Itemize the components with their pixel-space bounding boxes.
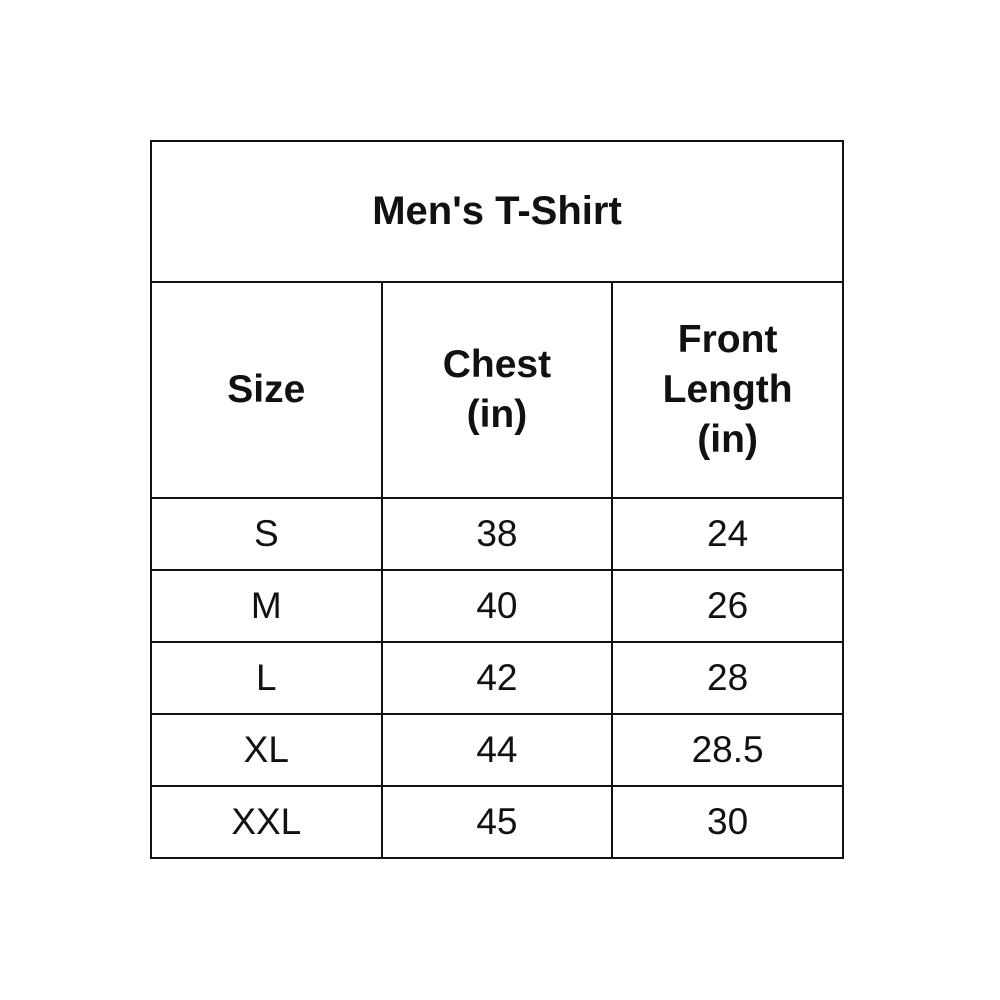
header-line: Chest <box>442 343 552 386</box>
cell-chest: 45 <box>380 785 614 859</box>
header-line: Length <box>662 368 793 411</box>
cell-front-length: 24 <box>611 497 844 571</box>
table-title: Men's T-Shirt <box>150 140 844 283</box>
cell-chest: 38 <box>380 497 614 571</box>
cell-size: XL <box>150 713 383 787</box>
table-row: M 40 26 <box>150 569 844 643</box>
cell-size: S <box>150 497 383 571</box>
header-line: (in) <box>697 418 758 461</box>
table-row: XL 44 28.5 <box>150 713 844 787</box>
size-chart-table: Men's T-Shirt Size Chest (in) Front Length… <box>150 140 844 859</box>
header-line: Size <box>227 368 306 411</box>
header-line: Front <box>677 318 778 361</box>
cell-front-length: 30 <box>611 785 844 859</box>
cell-chest: 42 <box>380 641 614 715</box>
cell-size: M <box>150 569 383 643</box>
header-line: (in) <box>466 393 528 436</box>
cell-chest: 40 <box>380 569 614 643</box>
cell-front-length: 26 <box>611 569 844 643</box>
header-row: Size Chest (in) Front Length (in) <box>150 281 844 499</box>
cell-chest: 44 <box>380 713 614 787</box>
header-front-length: Front Length (in) <box>611 281 844 499</box>
header-chest: Chest (in) <box>380 281 614 499</box>
cell-front-length: 28.5 <box>611 713 844 787</box>
table-row: XXL 45 30 <box>150 785 844 859</box>
cell-size: L <box>150 641 383 715</box>
header-size: Size <box>150 281 383 499</box>
cell-front-length: 28 <box>611 641 844 715</box>
table-row: S 38 24 <box>150 497 844 571</box>
table-row: L 42 28 <box>150 641 844 715</box>
cell-size: XXL <box>150 785 383 859</box>
